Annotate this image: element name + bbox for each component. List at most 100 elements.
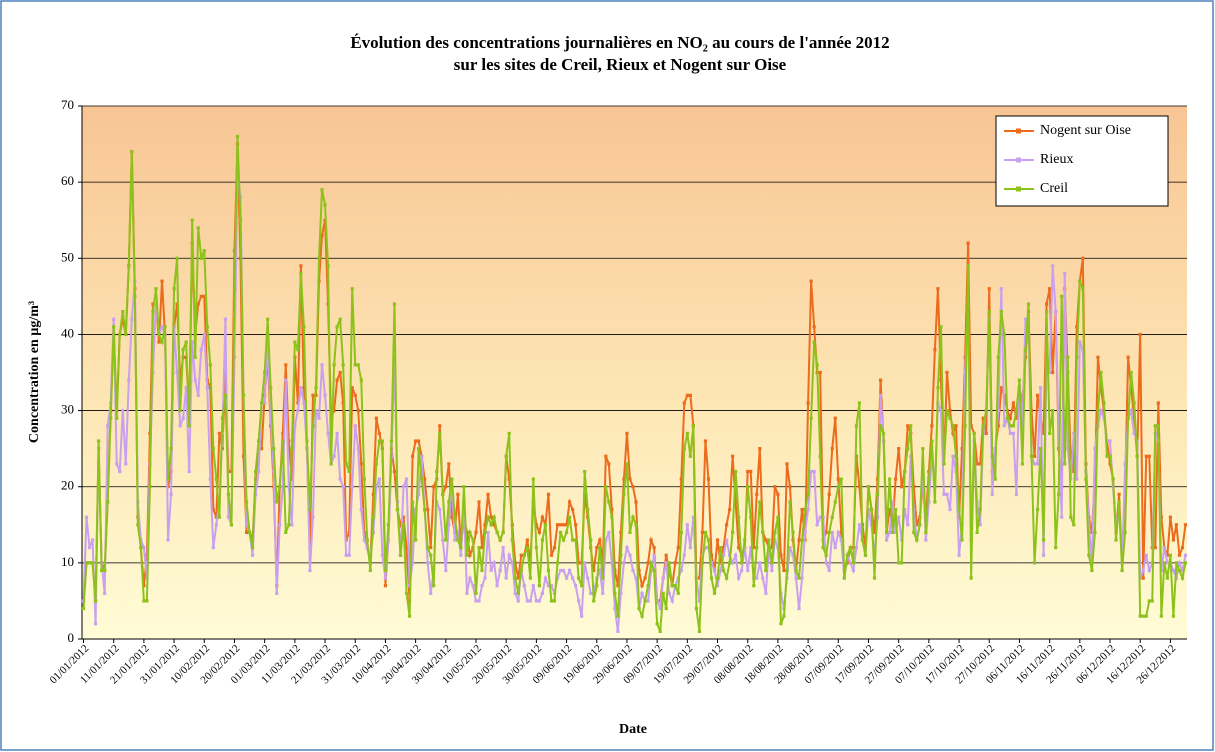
point [1023,317,1028,321]
point [320,363,324,367]
point [136,523,140,527]
point [226,515,231,519]
point [634,500,638,504]
point [830,447,834,451]
point [374,416,378,420]
point [486,530,490,534]
point [377,431,381,436]
point [528,576,532,580]
point [534,599,538,603]
point [244,500,249,504]
point [477,546,481,550]
point [981,416,985,420]
point [432,584,436,588]
point [755,546,759,550]
point [833,546,837,550]
point [652,546,656,550]
point [371,492,375,496]
point [148,485,152,489]
point [924,530,928,534]
point [649,561,653,565]
point [314,408,318,413]
point [205,386,209,390]
point [622,477,626,481]
point [281,485,285,489]
point [815,363,819,367]
point [510,561,514,565]
point [1180,546,1185,550]
point [121,408,125,413]
point [371,515,375,519]
point [664,561,668,565]
point [377,477,381,481]
point [202,294,206,298]
y-tick-label: 10 [61,554,74,569]
point [1008,424,1012,428]
point [157,332,161,337]
point [724,576,729,580]
point [293,340,297,344]
point [516,576,520,580]
point [942,492,946,496]
point [740,561,744,565]
point [592,599,596,603]
point [492,561,496,565]
point [564,576,569,580]
point [797,538,801,542]
point [1032,561,1037,565]
point [426,561,430,565]
point [700,561,705,565]
point [549,553,554,557]
point [788,485,792,489]
point [534,546,538,550]
point [697,629,702,633]
point [625,431,629,436]
point [981,424,985,428]
point [486,492,490,496]
point [643,599,647,603]
point [1081,287,1085,291]
point [782,568,786,573]
point [688,546,692,550]
point [525,538,529,542]
point [700,530,705,534]
point [957,507,961,512]
point [417,439,421,443]
point [724,523,729,527]
point [574,523,578,527]
point [555,576,560,580]
point [1078,340,1082,344]
point [586,576,590,580]
point [311,393,315,397]
point [353,393,357,397]
point [441,538,445,542]
point [788,500,792,504]
point [338,370,342,375]
point [839,538,843,542]
point [661,576,665,580]
point [275,591,279,595]
point [335,325,339,329]
point [118,332,122,337]
point [1087,553,1091,557]
point [353,363,357,367]
point [1014,416,1019,420]
point [758,561,762,565]
point [492,515,496,519]
point [124,332,128,337]
point [118,469,122,474]
point [564,523,569,527]
point [703,439,708,443]
point [755,576,759,580]
point [963,424,967,428]
point [374,485,378,489]
point [818,370,822,375]
point [435,469,439,474]
point [302,401,306,405]
point [513,561,517,565]
point [824,530,828,534]
point [872,576,877,580]
point [561,538,566,542]
point [423,477,427,481]
point [734,469,738,474]
